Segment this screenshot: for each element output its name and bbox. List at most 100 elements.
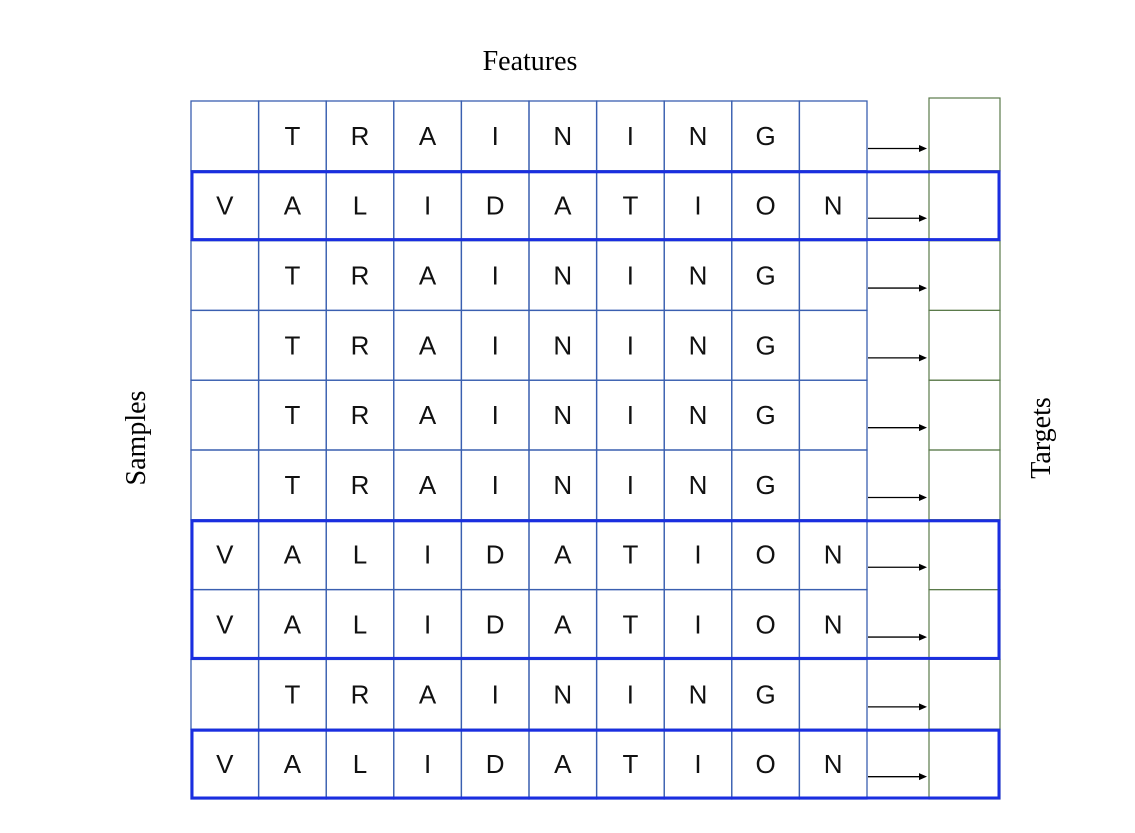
- cell-letter: L: [353, 610, 367, 640]
- samples-label: Samples: [121, 391, 152, 486]
- cell-letter: I: [492, 121, 499, 151]
- cell-letter: N: [689, 261, 708, 291]
- cell-letter: N: [689, 330, 708, 360]
- cell-letter: I: [424, 540, 431, 570]
- targets-column: [928, 97, 1001, 800]
- cell-letter: I: [627, 400, 634, 430]
- cell-letter: A: [284, 540, 302, 570]
- arrow-head: [919, 633, 927, 641]
- cell-letter: A: [419, 400, 437, 430]
- cell-letter: A: [284, 749, 302, 779]
- grid-cell: [798, 239, 868, 312]
- cell-letter: D: [486, 610, 505, 640]
- cell-letter: D: [486, 191, 505, 221]
- cell-letter: N: [824, 610, 843, 640]
- arrow-head: [919, 493, 927, 501]
- cell-letter: G: [755, 261, 775, 291]
- cell-letter: N: [824, 191, 843, 221]
- cell-letter: O: [755, 610, 775, 640]
- arrow-head: [919, 563, 927, 571]
- arrow-head: [919, 773, 927, 781]
- cell-letter: V: [216, 191, 234, 221]
- cell-letter: T: [284, 470, 300, 500]
- cell-letter: O: [755, 749, 775, 779]
- cell-letter: A: [284, 191, 302, 221]
- cell-letter: I: [424, 610, 431, 640]
- arrows: [868, 144, 927, 781]
- cell-letter: N: [553, 679, 572, 709]
- cell-letter: N: [553, 330, 572, 360]
- target-cell: [928, 309, 1001, 381]
- cell-letter: V: [216, 540, 234, 570]
- cell-letter: G: [755, 400, 775, 430]
- cell-letter: T: [284, 679, 300, 709]
- cell-letter: N: [553, 470, 572, 500]
- grid-cell: [190, 309, 260, 381]
- cell-letter: I: [492, 470, 499, 500]
- cell-letter: I: [492, 261, 499, 291]
- cell-letter: I: [627, 330, 634, 360]
- cell-letter: N: [824, 540, 843, 570]
- grid-cell: [798, 379, 868, 451]
- grid-cell: [798, 658, 868, 730]
- cell-letter: A: [419, 679, 437, 709]
- cell-letter: I: [492, 679, 499, 709]
- cell-letter: T: [622, 540, 638, 570]
- cell-letter: O: [755, 540, 775, 570]
- cell-letter: I: [627, 121, 634, 151]
- feature-grid: T R A I N I N G V A L I D A T I O N T R A I N I N G T R A I N I N G T R A I N I…: [190, 100, 868, 800]
- cell-letter: T: [622, 610, 638, 640]
- validation-outlines: [190, 170, 1001, 800]
- cell-letter: N: [553, 261, 572, 291]
- cell-letter: R: [351, 679, 370, 709]
- cell-letter: N: [689, 470, 708, 500]
- cell-letter: A: [419, 261, 437, 291]
- cell-letter: A: [554, 749, 572, 779]
- arrow-head: [919, 214, 927, 222]
- cell-letter: A: [419, 330, 437, 360]
- cell-letter: G: [755, 330, 775, 360]
- cell-letter: I: [694, 749, 701, 779]
- cell-letter: N: [689, 400, 708, 430]
- target-cell: [928, 449, 1001, 521]
- features-label: Features: [483, 46, 578, 77]
- grid-cell: [798, 449, 868, 521]
- cell-letter: I: [492, 330, 499, 360]
- cell-letter: R: [351, 121, 370, 151]
- grid-cell: [190, 379, 260, 451]
- cell-letter: A: [554, 610, 572, 640]
- cell-letter: R: [351, 330, 370, 360]
- arrow-head: [919, 424, 927, 432]
- target-cell: [928, 170, 1001, 242]
- grid-cell: [798, 309, 868, 381]
- cell-letter: I: [492, 400, 499, 430]
- cell-letter: G: [755, 470, 775, 500]
- target-cell: [928, 658, 1001, 730]
- arrow-head: [919, 703, 927, 711]
- cell-letter: A: [554, 540, 572, 570]
- cell-letter: G: [755, 679, 775, 709]
- validation-outline: [190, 170, 1001, 242]
- cell-letter: R: [351, 470, 370, 500]
- cell-letter: N: [553, 121, 572, 151]
- cell-letter: L: [353, 191, 367, 221]
- cell-letter: T: [622, 749, 638, 779]
- target-cell: [928, 728, 1001, 800]
- cell-letter: T: [284, 330, 300, 360]
- cell-letter: N: [553, 400, 572, 430]
- cell-letter: T: [284, 261, 300, 291]
- grid-cell: [798, 100, 868, 172]
- cell-letter: A: [554, 191, 572, 221]
- cell-letter: O: [755, 191, 775, 221]
- arrow-head: [919, 284, 927, 292]
- validation-outline: [190, 519, 1001, 660]
- cell-letter: T: [622, 191, 638, 221]
- grid-cell: [190, 239, 260, 312]
- cell-letter: N: [824, 749, 843, 779]
- cell-letter: T: [284, 121, 300, 151]
- cell-letter: A: [284, 610, 302, 640]
- cell-letter: V: [216, 610, 234, 640]
- cell-letter: A: [419, 470, 437, 500]
- cell-letter: I: [694, 610, 701, 640]
